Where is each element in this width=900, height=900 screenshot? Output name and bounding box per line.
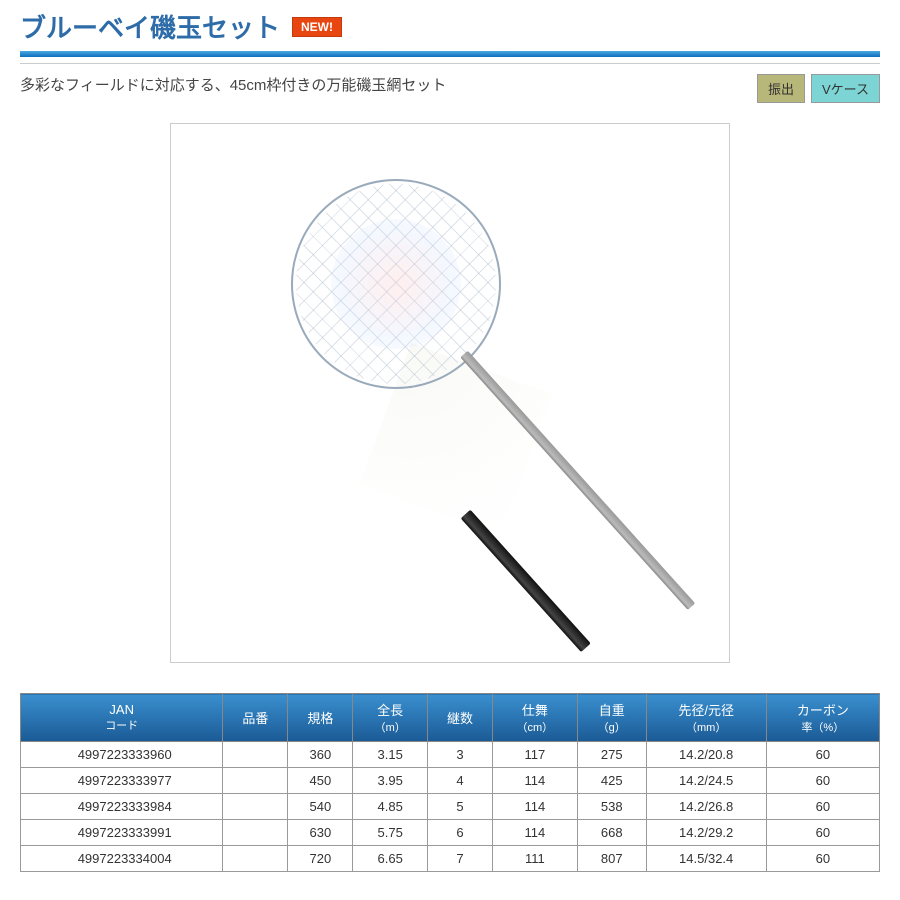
table-row: 4997223333960 3603.15311727514.2/20.860 (21, 742, 880, 768)
cell-weight: 807 (577, 846, 646, 872)
table-row: 4997223334004 7206.65711180714.5/32.460 (21, 846, 880, 872)
col-weight: 自重（g） (577, 694, 646, 742)
cell-sections: 5 (427, 794, 492, 820)
col-label: 先径/元径 (678, 703, 734, 718)
cell-sections: 3 (427, 742, 492, 768)
blue-divider-bar (20, 51, 880, 57)
cell-item (223, 768, 288, 794)
table-row: 4997223333991 6305.75611466814.2/29.260 (21, 820, 880, 846)
cell-closed: 117 (492, 742, 577, 768)
col-label: 継数 (447, 711, 473, 726)
product-title: ブルーベイ磯玉セット (20, 8, 280, 45)
cell-carbon: 60 (766, 768, 879, 794)
col-diameter: 先径/元径（mm） (646, 694, 766, 742)
col-label: 自重 (599, 703, 625, 718)
cell-closed: 114 (492, 820, 577, 846)
cell-sections: 4 (427, 768, 492, 794)
col-sublabel: 率（%） (771, 719, 875, 735)
col-item: 品番 (223, 694, 288, 742)
cell-item (223, 794, 288, 820)
cell-closed: 114 (492, 768, 577, 794)
cell-diameter: 14.2/26.8 (646, 794, 766, 820)
cell-jan: 4997223333984 (21, 794, 223, 820)
col-sublabel: （cm） (497, 719, 573, 735)
cell-carbon: 60 (766, 794, 879, 820)
thin-divider (20, 63, 880, 64)
col-label: 品番 (242, 711, 268, 726)
cell-spec: 540 (288, 794, 353, 820)
col-sections: 継数 (427, 694, 492, 742)
table-header: JANコード 品番 規格 全長（m） 継数 仕舞（cm） 自重（g） 先径/元径… (21, 694, 880, 742)
cell-spec: 360 (288, 742, 353, 768)
tags-container: 振出 Vケース (757, 74, 880, 103)
cell-diameter: 14.2/29.2 (646, 820, 766, 846)
col-sublabel: コード (25, 717, 218, 733)
cell-diameter: 14.5/32.4 (646, 846, 766, 872)
cell-length: 4.85 (353, 794, 428, 820)
info-row: 多彩なフィールドに対応する、45cm枠付きの万能磯玉網セット 振出 Vケース (20, 74, 880, 103)
cell-jan: 4997223334004 (21, 846, 223, 872)
cell-spec: 720 (288, 846, 353, 872)
table-header-row: JANコード 品番 規格 全長（m） 継数 仕舞（cm） 自重（g） 先径/元径… (21, 694, 880, 742)
col-label: 規格 (307, 711, 333, 726)
cell-spec: 630 (288, 820, 353, 846)
tag-furidashi: 振出 (757, 74, 805, 103)
cell-length: 3.95 (353, 768, 428, 794)
product-image (170, 123, 730, 663)
cell-weight: 425 (577, 768, 646, 794)
cell-item (223, 846, 288, 872)
cell-diameter: 14.2/20.8 (646, 742, 766, 768)
col-spec: 規格 (288, 694, 353, 742)
col-sublabel: （m） (357, 719, 423, 735)
col-jan: JANコード (21, 694, 223, 742)
col-label: 仕舞 (522, 703, 548, 718)
col-label: カーボン (797, 703, 849, 718)
cell-weight: 668 (577, 820, 646, 846)
cell-sections: 6 (427, 820, 492, 846)
cell-item (223, 820, 288, 846)
cell-diameter: 14.2/24.5 (646, 768, 766, 794)
cell-carbon: 60 (766, 820, 879, 846)
cell-jan: 4997223333991 (21, 820, 223, 846)
col-sublabel: （mm） (651, 719, 762, 735)
handle-grip-shape (461, 510, 591, 652)
cell-length: 6.65 (353, 846, 428, 872)
col-sublabel: （g） (582, 719, 642, 735)
cell-length: 3.15 (353, 742, 428, 768)
cell-sections: 7 (427, 846, 492, 872)
cell-weight: 538 (577, 794, 646, 820)
col-label: 全長 (377, 703, 403, 718)
net-inner-shape (331, 219, 461, 349)
cell-closed: 114 (492, 794, 577, 820)
cell-carbon: 60 (766, 846, 879, 872)
cell-length: 5.75 (353, 820, 428, 846)
col-closed: 仕舞（cm） (492, 694, 577, 742)
tag-vcase: Vケース (811, 74, 880, 103)
col-carbon: カーボン率（%） (766, 694, 879, 742)
cell-spec: 450 (288, 768, 353, 794)
spec-table: JANコード 品番 規格 全長（m） 継数 仕舞（cm） 自重（g） 先径/元径… (20, 693, 880, 872)
cell-item (223, 742, 288, 768)
cell-carbon: 60 (766, 742, 879, 768)
product-image-container (20, 123, 880, 663)
cell-weight: 275 (577, 742, 646, 768)
col-length: 全長（m） (353, 694, 428, 742)
product-description: 多彩なフィールドに対応する、45cm枠付きの万能磯玉網セット (20, 74, 446, 95)
cell-jan: 4997223333960 (21, 742, 223, 768)
col-label: JAN (109, 702, 134, 717)
table-row: 4997223333977 4503.95411442514.2/24.560 (21, 768, 880, 794)
cell-closed: 111 (492, 846, 577, 872)
table-body: 49972233339603603.15311727514.2/20.86049… (21, 742, 880, 872)
cell-jan: 4997223333977 (21, 768, 223, 794)
table-row: 4997223333984 5404.85511453814.2/26.860 (21, 794, 880, 820)
new-badge: NEW! (292, 17, 342, 37)
header-row: ブルーベイ磯玉セット NEW! (20, 8, 880, 45)
